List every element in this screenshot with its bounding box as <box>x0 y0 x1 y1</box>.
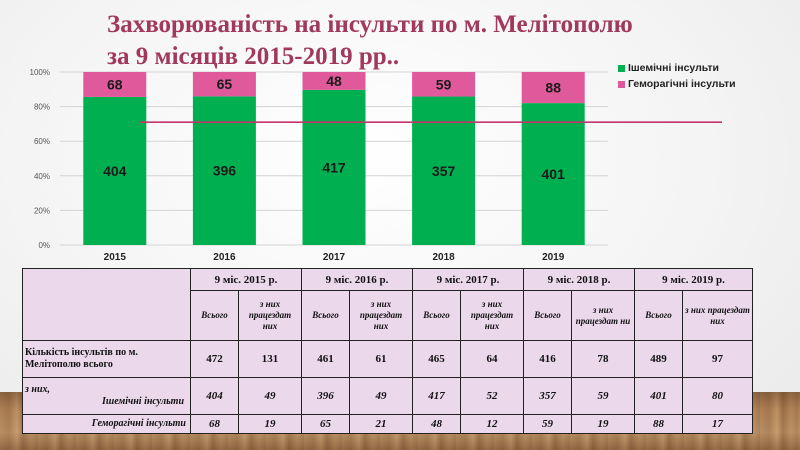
table-cell: 61 <box>349 340 413 378</box>
table-sub-header: Всього <box>523 290 572 341</box>
data-label: 417 <box>322 159 346 175</box>
bar-segment <box>192 96 256 245</box>
data-label: 396 <box>213 163 237 179</box>
table-cell: 52 <box>460 376 524 415</box>
table-sub-header: Всього <box>412 290 461 341</box>
x-tick-label: 2016 <box>213 252 236 263</box>
table-year-header: 9 міс. 2018 р. <box>523 268 635 291</box>
table-year-header: 9 міс. 2016 р. <box>301 268 413 291</box>
y-tick-label: 100% <box>30 68 50 77</box>
table-row-label-line: з них, <box>25 383 51 395</box>
chart-title-line-2: за 9 місяців 2015-2019 рр.. <box>107 43 400 70</box>
bar-segment <box>83 72 147 97</box>
table-cell: 17 <box>682 413 753 435</box>
table-cell: 68 <box>190 413 239 435</box>
y-tick-label: 0% <box>38 241 50 250</box>
table-cell: 131 <box>238 340 302 378</box>
y-tick-label: 40% <box>34 172 50 181</box>
data-label: 68 <box>107 76 123 92</box>
table-sub-header: з них працездат них <box>238 290 302 341</box>
bar-segment <box>83 96 147 245</box>
table-sub-header: з них працездат ни <box>571 290 635 341</box>
data-label: 401 <box>542 166 566 182</box>
table-cell: 88 <box>634 413 683 435</box>
y-tick-label: 60% <box>34 137 50 146</box>
table-cell: 64 <box>460 340 524 378</box>
table-cell: 65 <box>301 413 350 435</box>
legend-swatch-hemorrhagic <box>618 81 625 88</box>
bar-segment <box>192 72 256 97</box>
table-row-hemorrhagic: Геморагічні інсульти 68 19 65 21 48 12 5… <box>22 413 753 435</box>
table-sub-header-row: Всього з них працездат них Всього з них … <box>23 290 753 341</box>
legend-label-hemorrhagic: Геморагічні інсульти <box>628 78 736 90</box>
table-cell: 465 <box>412 340 461 378</box>
chart-title-line-1: Захворюваність на інсульти по м. Мелітоп… <box>107 11 633 38</box>
table-cell: 48 <box>412 413 461 435</box>
table-cell: 401 <box>634 376 683 415</box>
bar-segment <box>412 72 476 97</box>
table-cell: 49 <box>349 376 413 415</box>
table-year-header: 9 міс. 2015 р. <box>190 268 302 291</box>
table-cell: 417 <box>412 376 461 415</box>
table-cell: 21 <box>349 413 413 435</box>
x-tick-label: 2017 <box>323 252 346 263</box>
table-sub-header: Всього <box>634 290 683 341</box>
table-year-header-row: 9 міс. 2015 р. 9 міс. 2016 р. 9 міс. 201… <box>22 268 753 341</box>
table-sub-header: з них працездат них <box>460 290 524 341</box>
table-cell: 97 <box>682 340 753 378</box>
x-tick-label: 2015 <box>104 252 127 263</box>
data-label: 48 <box>326 73 342 89</box>
legend-label-ischemic: Ішемічні інсульти <box>628 62 719 74</box>
table-cell: 59 <box>523 413 572 435</box>
table-sub-header: Всього <box>301 290 350 341</box>
bar-segment <box>521 103 585 245</box>
table-cell: 49 <box>238 376 302 415</box>
data-label: 65 <box>217 76 233 92</box>
table-year-header: 9 міс. 2019 р. <box>634 268 753 291</box>
table-cell: 59 <box>571 376 635 415</box>
table-row-label: Геморагічні інсульти <box>22 413 191 435</box>
bar-segment <box>302 72 366 90</box>
stacked-bar-chart: 0% 20% 40% 60% 80% 100% 404 68 2015 396 65 2016 417… <box>30 68 722 263</box>
table-sub-header: з них працездат них <box>682 290 753 341</box>
table-cell: 19 <box>238 413 302 435</box>
table-cell: 416 <box>523 340 572 378</box>
data-label: 357 <box>432 163 456 179</box>
y-tick-label: 80% <box>34 103 50 112</box>
table-row-label-line: Ішемічні інсульти <box>101 395 184 407</box>
table-cell: 396 <box>301 376 350 415</box>
table-row-label-ischemic: з них, Ішемічні інсульти <box>22 376 191 415</box>
x-tick-label: 2018 <box>432 252 455 263</box>
data-label: 404 <box>103 163 127 179</box>
x-tick-label: 2019 <box>542 252 565 263</box>
table-row-ischemic: з них, Ішемічні інсульти 404 49 396 49 4… <box>22 376 753 415</box>
table-sub-header: з них працездат них <box>349 290 413 341</box>
table-cell: 78 <box>571 340 635 378</box>
table-corner-cell <box>22 268 191 341</box>
data-label: 88 <box>545 80 561 96</box>
table-cell: 19 <box>571 413 635 435</box>
table-cell: 461 <box>301 340 350 378</box>
table-row-label: Кількість інсультів по м. Мелітополю всь… <box>22 340 191 378</box>
table-row-total: Кількість інсультів по м. Мелітополю всь… <box>22 340 753 378</box>
data-label: 59 <box>436 76 452 92</box>
y-tick-label: 20% <box>34 206 50 215</box>
statistics-table: 9 міс. 2015 р. 9 міс. 2016 р. 9 міс. 201… <box>22 268 753 435</box>
bar-segment <box>521 72 585 104</box>
table-cell: 357 <box>523 376 572 415</box>
table-sub-header: Всього <box>190 290 239 341</box>
legend-swatch-ischemic <box>618 65 625 72</box>
bar-segment <box>302 89 366 245</box>
table-cell: 472 <box>190 340 239 378</box>
table-cell: 489 <box>634 340 683 378</box>
table-cell: 12 <box>460 413 524 435</box>
table-year-header: 9 міс. 2017 р. <box>412 268 524 291</box>
bar-segment <box>412 96 476 245</box>
table-cell: 80 <box>682 376 753 415</box>
table-cell: 404 <box>190 376 239 415</box>
